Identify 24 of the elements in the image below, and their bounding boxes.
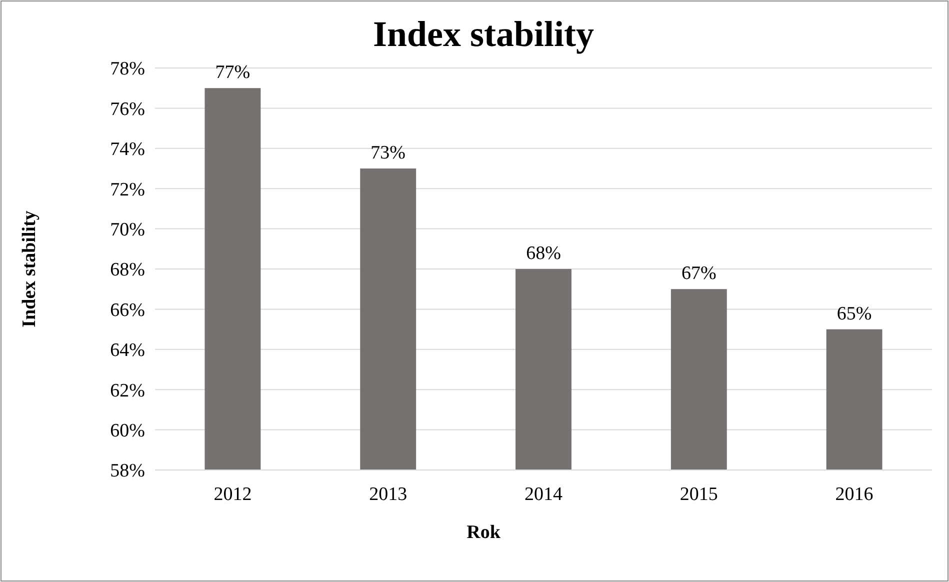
y-tick-label: 64% bbox=[110, 340, 146, 362]
y-tick-label: 58% bbox=[110, 460, 146, 482]
chart-title: Index stability bbox=[372, 14, 594, 54]
y-tick-label: 62% bbox=[110, 380, 146, 402]
x-tick-label: 2012 bbox=[214, 484, 252, 505]
x-tick-label: 2014 bbox=[524, 484, 563, 505]
y-tick-label: 60% bbox=[110, 420, 146, 442]
y-axis-title: Index stability bbox=[19, 210, 40, 328]
x-tick-label: 2013 bbox=[369, 484, 408, 505]
y-tick-label: 76% bbox=[110, 98, 146, 120]
y-tick-label: 68% bbox=[110, 260, 146, 281]
y-tick-label: 74% bbox=[110, 139, 146, 160]
y-tick-label: 66% bbox=[110, 300, 146, 321]
data-label: 68% bbox=[526, 243, 562, 264]
x-tick-label: 2015 bbox=[680, 484, 718, 505]
data-label: 77% bbox=[215, 62, 250, 84]
y-tick-label: 70% bbox=[110, 219, 146, 240]
x-tick-label: 2016 bbox=[835, 484, 874, 505]
data-label: 73% bbox=[370, 142, 406, 164]
y-tick-label: 78% bbox=[110, 58, 146, 80]
data-label: 67% bbox=[681, 263, 716, 284]
data-label: 65% bbox=[836, 303, 872, 324]
x-axis-title: Rok bbox=[466, 522, 501, 543]
y-tick-label: 72% bbox=[110, 179, 146, 200]
